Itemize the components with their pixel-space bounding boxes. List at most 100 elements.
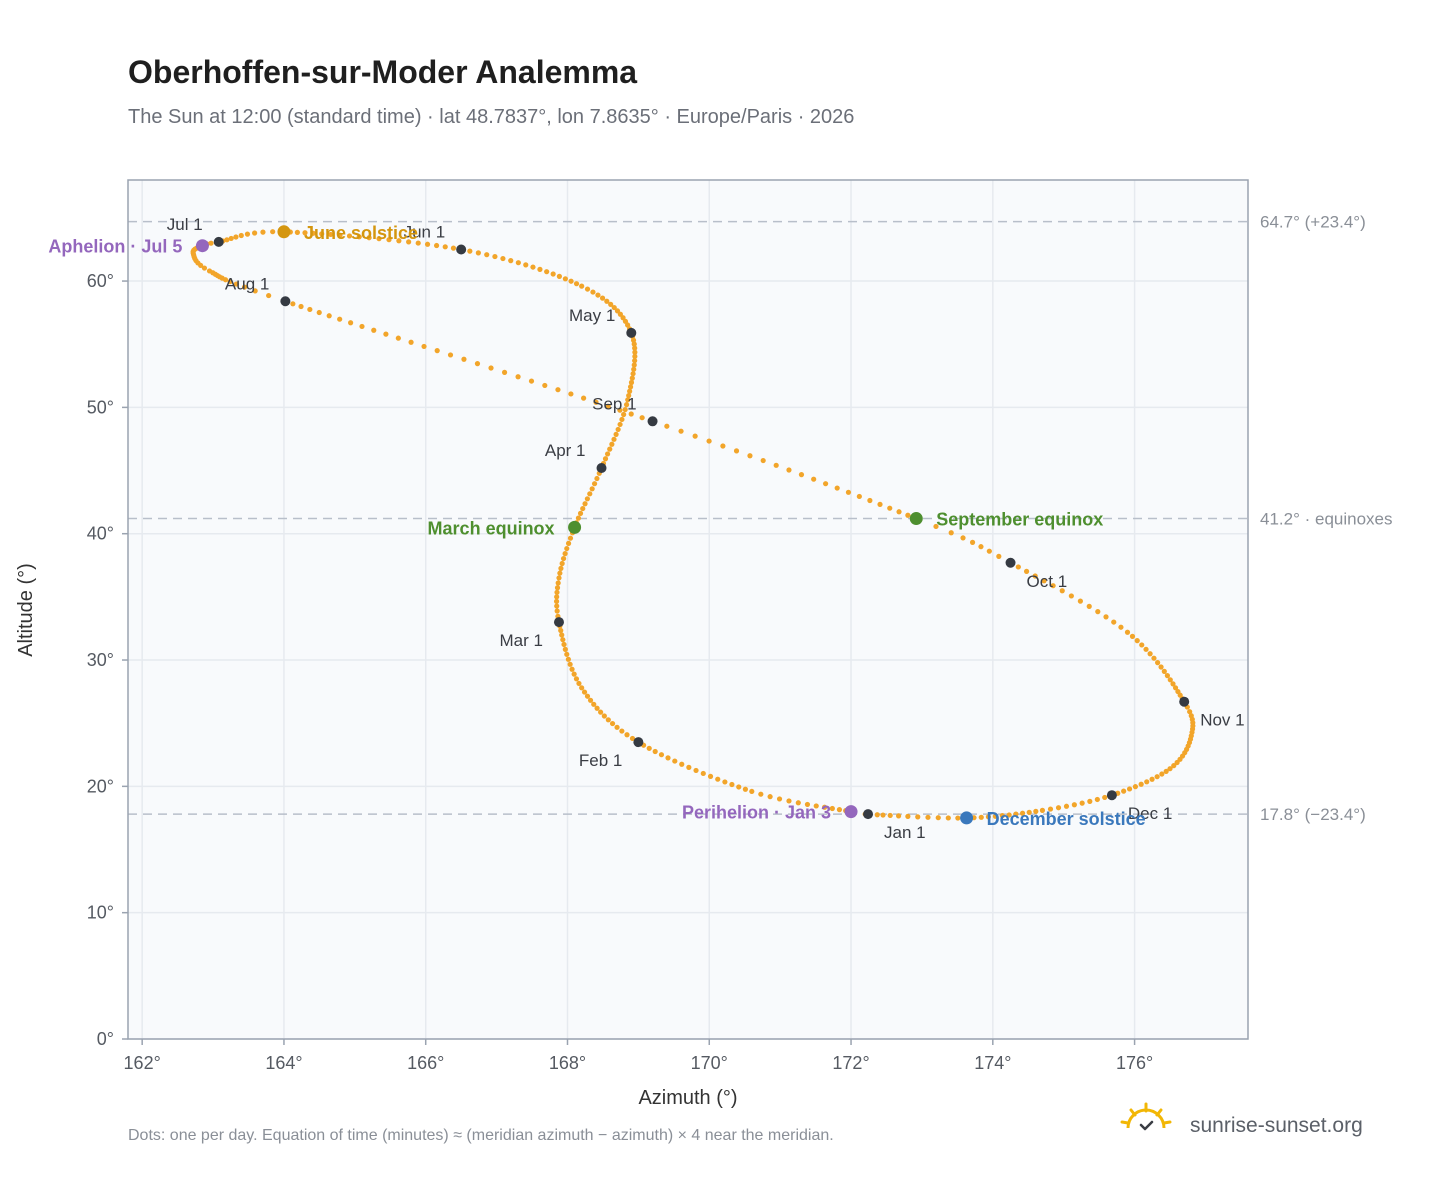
day-dot (1095, 609, 1101, 615)
day-dot (556, 575, 562, 581)
day-dot (528, 378, 535, 384)
day-dot (607, 446, 613, 452)
day-dot (565, 540, 572, 546)
month-marker (647, 416, 658, 427)
day-dot (880, 812, 886, 818)
day-dot (395, 335, 401, 341)
day-dot (627, 384, 634, 390)
day-dot (1163, 768, 1169, 774)
day-dot (580, 505, 586, 512)
day-dot (582, 501, 588, 507)
day-dot (573, 676, 580, 682)
x-tick-label: 164° (265, 1053, 302, 1073)
day-dot (742, 786, 749, 792)
month-marker-label: Mar 1 (500, 631, 543, 650)
day-dot (679, 761, 685, 767)
day-dot (836, 807, 843, 813)
month-marker-label: Apr 1 (545, 441, 586, 460)
day-dot (562, 551, 568, 557)
day-dot (614, 308, 621, 314)
day-dot (1132, 784, 1139, 790)
day-dot (604, 451, 611, 457)
day-dot (925, 814, 931, 820)
day-dot (576, 680, 582, 687)
event-marker (277, 225, 291, 239)
day-dot (442, 244, 448, 250)
x-tick-label: 170° (691, 1053, 728, 1073)
day-dot (589, 486, 595, 492)
day-dot (813, 803, 819, 809)
day-dot (591, 481, 598, 487)
day-dot (1118, 624, 1124, 630)
day-dot (1124, 629, 1131, 635)
day-dot (1164, 673, 1170, 679)
day-dot (1167, 677, 1173, 683)
day-dot (294, 229, 300, 235)
month-marker (456, 244, 467, 255)
x-tick-label: 172° (832, 1053, 869, 1073)
day-dot (561, 641, 567, 648)
day-dot (558, 627, 564, 634)
month-marker-label: Feb 1 (579, 751, 622, 770)
day-dot (630, 371, 636, 377)
day-dot (328, 231, 334, 238)
day-dot (747, 453, 753, 459)
plot-area (128, 180, 1248, 1039)
day-dot (1006, 812, 1012, 818)
day-dot (1068, 593, 1074, 599)
month-marker-label: Nov 1 (1200, 711, 1244, 730)
day-dot (594, 475, 600, 482)
day-dot (326, 313, 332, 319)
day-dot (758, 791, 764, 797)
day-dot (856, 493, 862, 500)
day-dot (1032, 573, 1038, 579)
day-dot (579, 283, 585, 289)
day-dot (609, 441, 615, 447)
day-dot (1015, 564, 1021, 570)
day-dot (631, 341, 637, 347)
day-dot (1139, 642, 1145, 648)
chart-subtitle: The Sun at 12:00 (standard time) · lat 4… (128, 106, 854, 128)
day-dot (241, 284, 248, 290)
day-dot (537, 266, 543, 272)
chart-title: Oberhoffen-sur-Moder Analemma (128, 54, 637, 90)
day-dot (599, 295, 606, 301)
reference-lines: 64.7° (+23.4°) 41.2° · equinoxes 17.8° (−2… (128, 213, 1393, 824)
day-dot (602, 456, 609, 462)
day-dot (1161, 668, 1167, 674)
day-dot (252, 288, 258, 294)
reference-line-label: 17.8° (−23.4°) (1260, 805, 1366, 824)
reference-line-label: 41.2° · equinoxes (1260, 510, 1393, 529)
day-dot (665, 755, 671, 761)
day-dot (720, 443, 726, 449)
day-dot (366, 235, 372, 241)
month-marker (1005, 557, 1016, 568)
day-dot (450, 245, 457, 251)
day-dot (887, 505, 893, 511)
day-dot (933, 523, 939, 530)
day-dot (960, 535, 966, 541)
day-dot (562, 646, 568, 652)
day-dot (488, 365, 494, 371)
day-dot (1079, 800, 1085, 806)
month-marker (1179, 696, 1190, 707)
day-dot (554, 594, 560, 600)
day-dot (969, 539, 976, 545)
day-dot (978, 814, 984, 820)
day-dot (434, 348, 440, 354)
day-dot (632, 353, 638, 360)
day-dot (611, 436, 617, 442)
day-dot (554, 603, 560, 609)
day-dot (1170, 681, 1176, 687)
day-dot (678, 428, 684, 434)
day-dot (604, 298, 610, 304)
day-dot (627, 388, 633, 394)
day-dot (569, 666, 575, 672)
day-dot (1147, 651, 1153, 657)
day-dot (707, 773, 714, 779)
day-dot (581, 395, 587, 401)
day-dot (484, 252, 490, 258)
day-dot (376, 236, 382, 242)
day-dot (611, 304, 617, 311)
day-dot (935, 815, 941, 821)
